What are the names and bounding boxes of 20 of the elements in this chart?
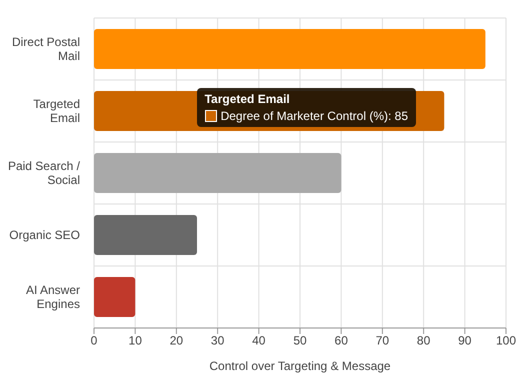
y-tick-label: Paid Search / Social [8, 159, 81, 187]
x-tick-label: 10 [128, 334, 142, 348]
annotation: Targeted Email [204, 92, 291, 106]
tooltip-box: Targeted Email Degree of Marketer Control (%): 85 [196, 88, 416, 127]
x-tick-label: 100 [496, 334, 516, 348]
x-tick-label: 20 [170, 334, 184, 348]
y-tick-label: Targeted Email [33, 97, 80, 125]
x-tick-label: 0 [90, 334, 98, 348]
x-tick-label: 40 [252, 334, 266, 348]
x-tick-label: 50 [293, 334, 307, 348]
x-tick-label: 30 [210, 334, 225, 348]
x-tick-label: 80 [416, 334, 431, 348]
y-tick-label: Direct Postal Mail [12, 35, 80, 63]
x-axis-title: Control over Targeting & Message [209, 359, 391, 373]
y-tick-label: Organic SEO [9, 228, 80, 242]
x-tick-label: 70 [376, 334, 390, 348]
x-tick-label: 60 [334, 334, 348, 348]
annotation: Degree of Marketer Control (%): 85 [220, 109, 408, 123]
y-tick-label: AI Answer Engines [26, 283, 80, 311]
x-tick-label: 90 [458, 334, 472, 348]
